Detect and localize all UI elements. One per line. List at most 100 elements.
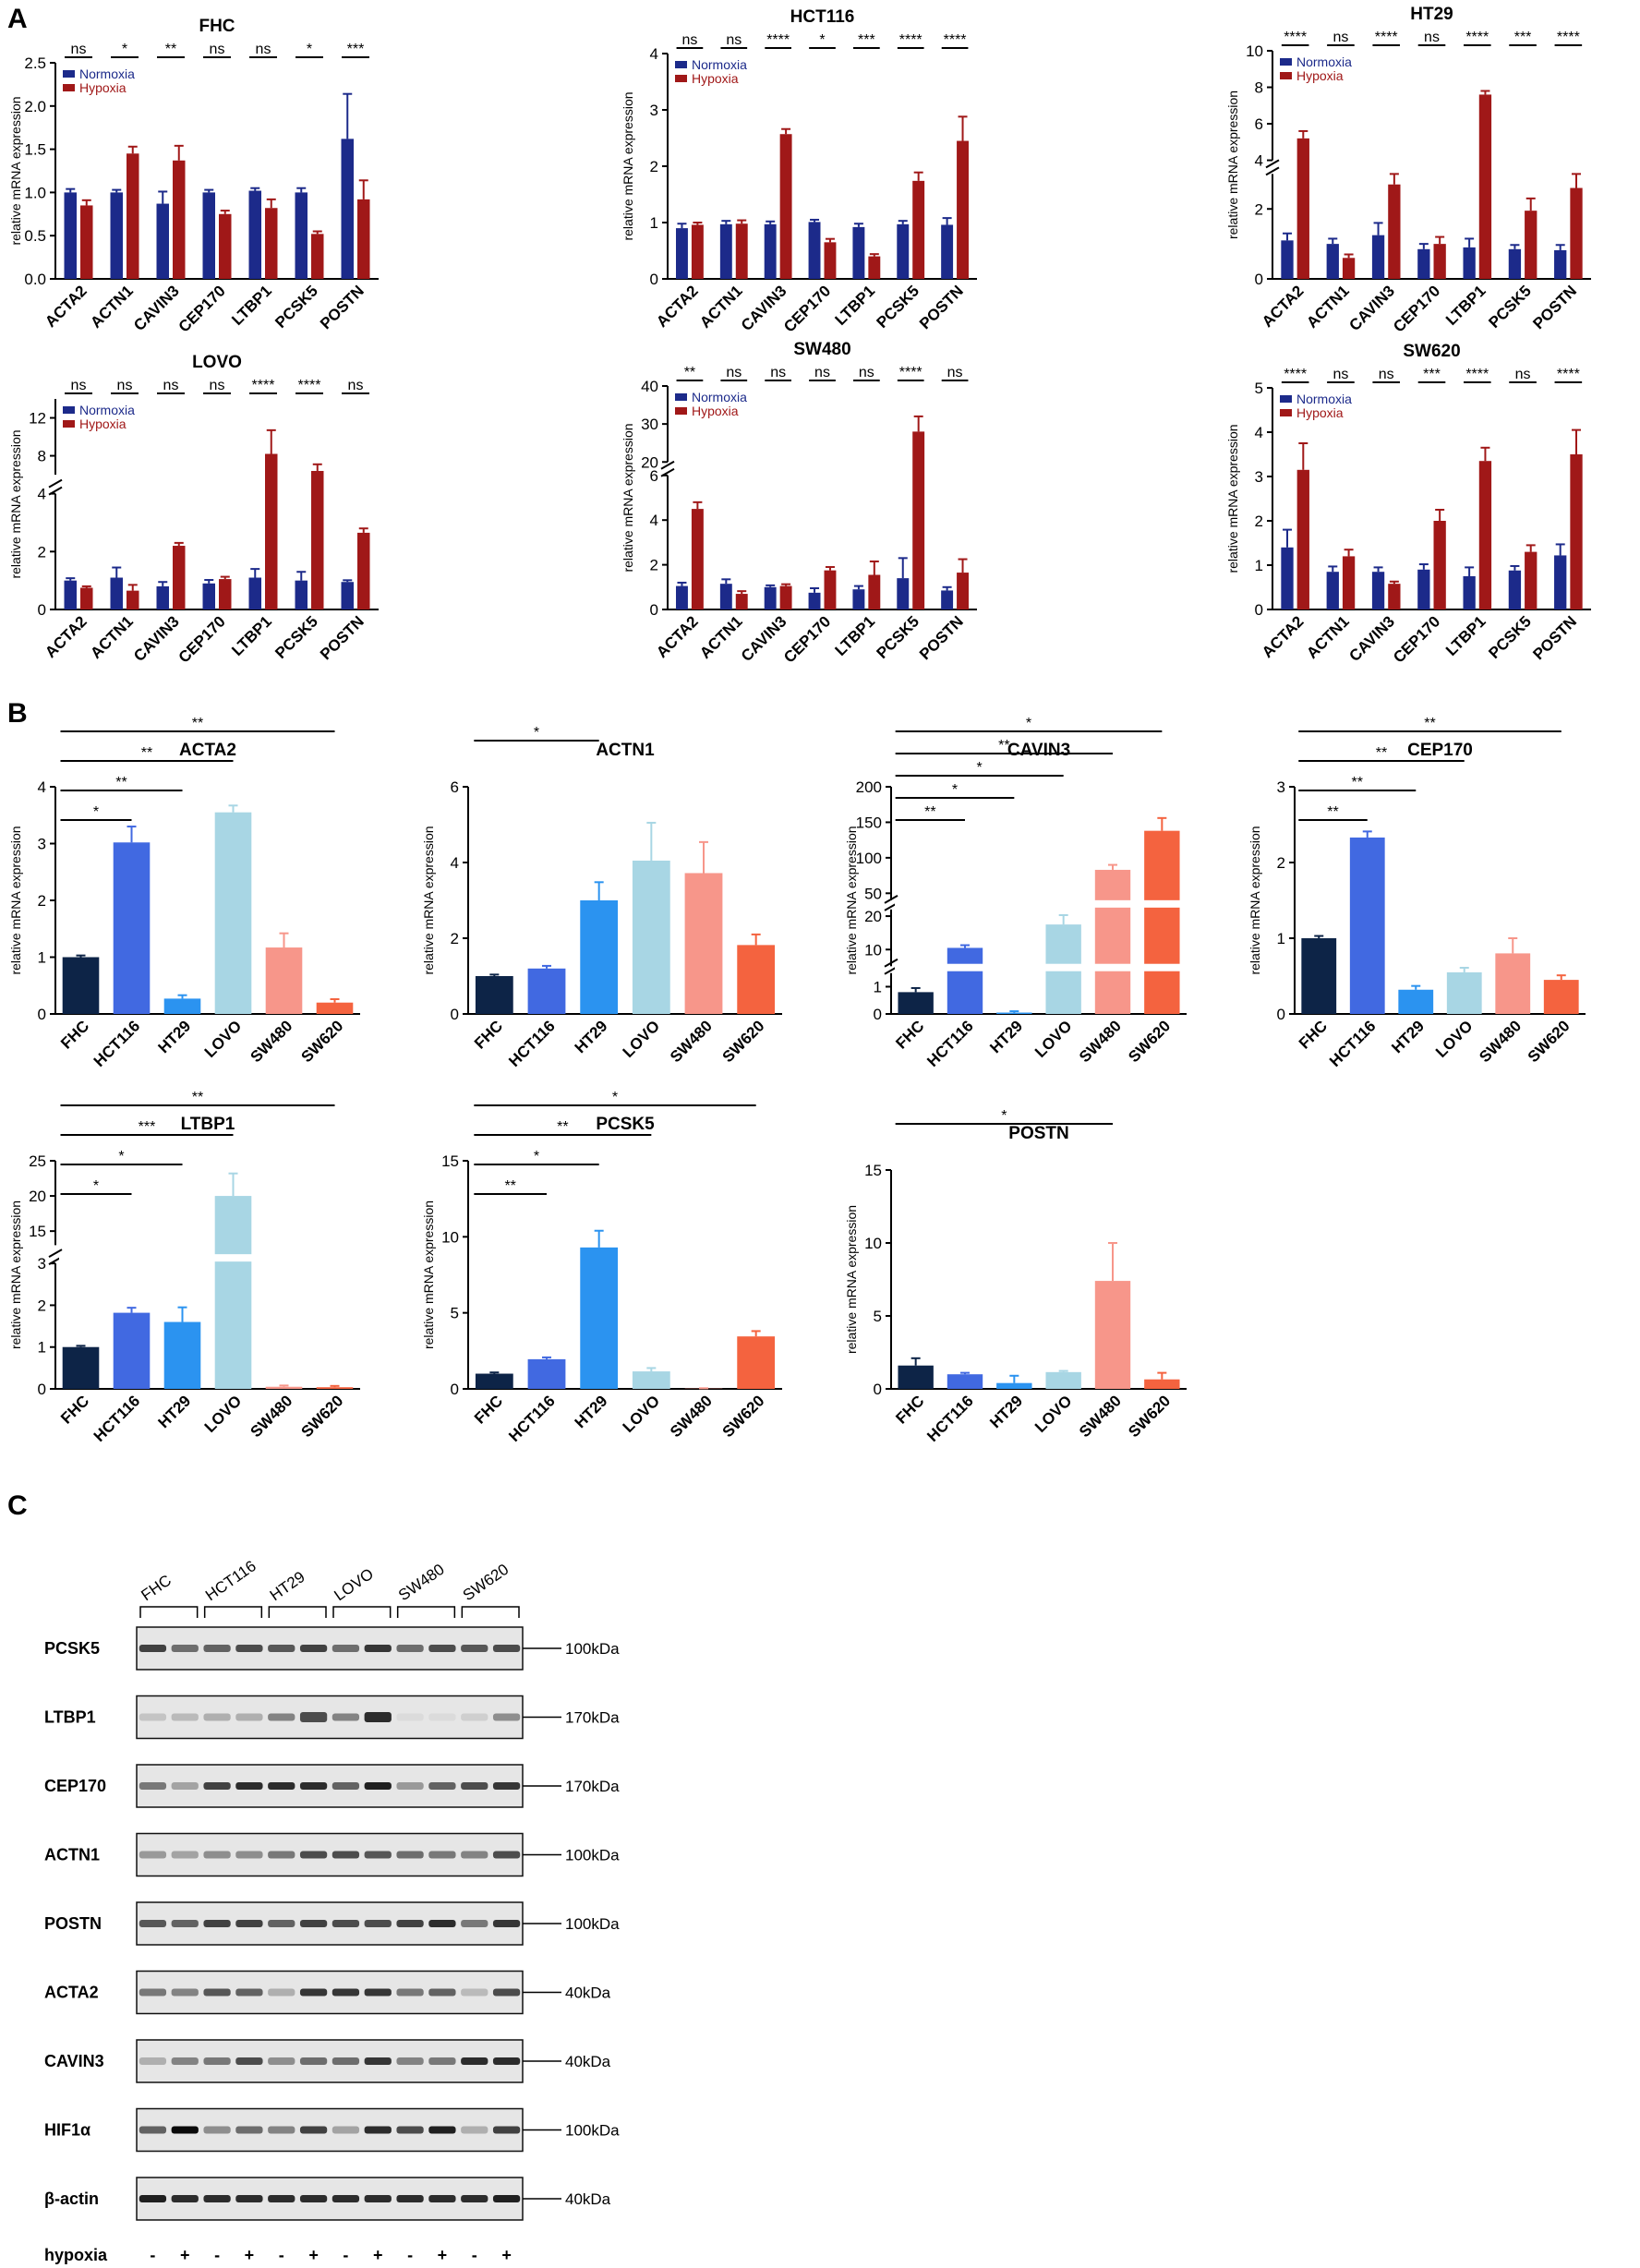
bar-LOVO: [632, 1371, 670, 1389]
y-tick-label: 1: [38, 949, 46, 967]
blot-strip: [136, 1901, 524, 1946]
chart-b-POSTN: 0 5 10 15 relative mRNA expression POSTN FHCHC…: [844, 1108, 1187, 1445]
y-tick-label: 2.5: [24, 54, 46, 72]
legend-label-normoxia: Normoxia: [692, 57, 747, 72]
y-tick-label: 40: [641, 378, 658, 395]
x-tick-label: ACTA2: [653, 612, 702, 661]
y-tick-label: 1: [1255, 557, 1263, 574]
bar-hypoxia: [1433, 521, 1446, 609]
panel-letter-a: A: [7, 4, 28, 34]
chart-a-HCT116: 0 1 2 3 4 relative mRNA expression HCT116 ACTA2…: [621, 7, 977, 336]
cell-line-label: LOVO: [331, 1565, 377, 1605]
legend-swatch-normoxia: [675, 61, 687, 68]
significance-label: **: [684, 365, 695, 380]
lane-bracket: [461, 1606, 520, 1618]
charts-layer: 0.0 0.5 1.0 1.5 2.0 2.5 relative mRNA expressi…: [8, 5, 1591, 1445]
bar-normoxia: [719, 584, 732, 609]
protein-label: PCSK5: [44, 1639, 100, 1658]
blot-band: [461, 2057, 488, 2065]
bar-hypoxia: [735, 594, 748, 609]
y-axis-label: relative mRNA expression: [844, 826, 859, 974]
blot-band: [428, 2126, 456, 2134]
blot-band: [139, 2195, 167, 2202]
y-tick-label: 0.0: [24, 271, 46, 288]
y-tick-label: 2: [1255, 513, 1263, 530]
comparison-label: *: [93, 1178, 99, 1194]
x-tick-label: POSTN: [916, 282, 967, 332]
y-tick-label: 5: [874, 1308, 882, 1325]
bar-normoxia: [64, 192, 77, 279]
blot-band: [332, 2057, 360, 2065]
y-tick-label: 2: [38, 892, 46, 910]
y-axis-label: relative mRNA expression: [421, 826, 436, 974]
comparison-label: ***: [139, 1119, 156, 1135]
blot-strip: [136, 1626, 524, 1671]
protein-label: HIF1α: [44, 2121, 90, 2140]
x-tick-label: CEP170: [780, 612, 834, 666]
chart-a-FHC: 0.0 0.5 1.0 1.5 2.0 2.5 relative mRNA expressi…: [8, 17, 379, 336]
y-tick-label: 5: [1255, 380, 1263, 397]
bar-HCT116: [947, 1374, 983, 1389]
bar-normoxia: [1417, 569, 1430, 609]
blot-band: [428, 1645, 456, 1652]
y-axis-label: relative mRNA expression: [621, 91, 635, 240]
blot-band: [364, 1782, 392, 1790]
chart-a-HT29: 0 2 4 6 8 10 relative mRNA expression HT29 ACTA2…: [1225, 5, 1591, 336]
significance-label: ns: [814, 365, 830, 380]
y-tick-label: 0: [451, 1381, 459, 1398]
blot-band: [203, 2057, 231, 2065]
legend-swatch-normoxia: [1280, 395, 1292, 403]
x-tick-label: ACTA2: [653, 282, 702, 331]
bar-hypoxia: [80, 205, 93, 279]
bar-normoxia: [1326, 572, 1339, 609]
x-tick-label: HCT116: [90, 1392, 144, 1445]
blot-band: [171, 2057, 199, 2065]
significance-label: ns: [1379, 367, 1394, 382]
bar-normoxia: [341, 582, 354, 609]
blot-band: [268, 2195, 295, 2202]
x-tick-label: ACTN1: [696, 612, 746, 662]
y-tick-label: 0: [38, 601, 46, 619]
bar-hypoxia: [311, 470, 324, 609]
blot-band: [428, 1713, 456, 1721]
x-tick-label: CAVIN3: [1345, 612, 1398, 665]
bar-normoxia: [248, 190, 261, 279]
y-axis-label: relative mRNA expression: [8, 1200, 23, 1349]
blot-band: [299, 2057, 328, 2065]
blot-band: [461, 1851, 488, 1859]
legend-swatch-hypoxia: [63, 420, 75, 428]
blot-band: [396, 2126, 424, 2134]
y-tick-label: 0: [874, 1381, 882, 1398]
blot-band: [203, 1851, 231, 1859]
blot-band: [139, 1782, 167, 1790]
x-tick-label: LTBP1: [832, 612, 879, 659]
bar-hypoxia: [1342, 556, 1356, 609]
significance-label: *: [819, 32, 825, 48]
bar-hypoxia: [1570, 187, 1583, 279]
bar-hypoxia: [219, 579, 232, 609]
blot-band: [203, 1645, 231, 1652]
bar-FHC: [898, 1365, 934, 1389]
y-axis-label: relative mRNA expression: [844, 1205, 859, 1354]
bar-normoxia: [202, 192, 215, 279]
significance-label: ****: [1375, 30, 1398, 45]
blot-band: [396, 1713, 424, 1721]
x-tick-label: ACTA2: [42, 282, 90, 331]
significance-label: ns: [256, 42, 271, 57]
legend-label-hypoxia: Hypoxia: [79, 416, 127, 431]
legend-swatch-normoxia: [1280, 58, 1292, 66]
chart-b-LTBP1: 0 1 2 3 15 20 25 relative mRNA expression LTBP1 F…: [8, 1090, 364, 1445]
bar-normoxia: [295, 192, 308, 279]
comparison-label: **: [557, 1119, 568, 1135]
bar-normoxia: [1554, 249, 1567, 279]
marker-size: 170kDa: [565, 1709, 620, 1727]
x-tick-label: HCT116: [505, 1017, 559, 1070]
x-tick-label: LTBP1: [228, 282, 275, 329]
significance-label: ****: [1557, 367, 1580, 382]
x-tick-label: LOVO: [620, 1017, 663, 1060]
x-tick-label: PCSK5: [874, 612, 923, 662]
chart-title: HT29: [1410, 5, 1453, 24]
axis-break-mark: [660, 460, 675, 470]
y-tick-label: 10: [1246, 42, 1263, 60]
y-tick-label: 0: [1277, 1006, 1285, 1023]
